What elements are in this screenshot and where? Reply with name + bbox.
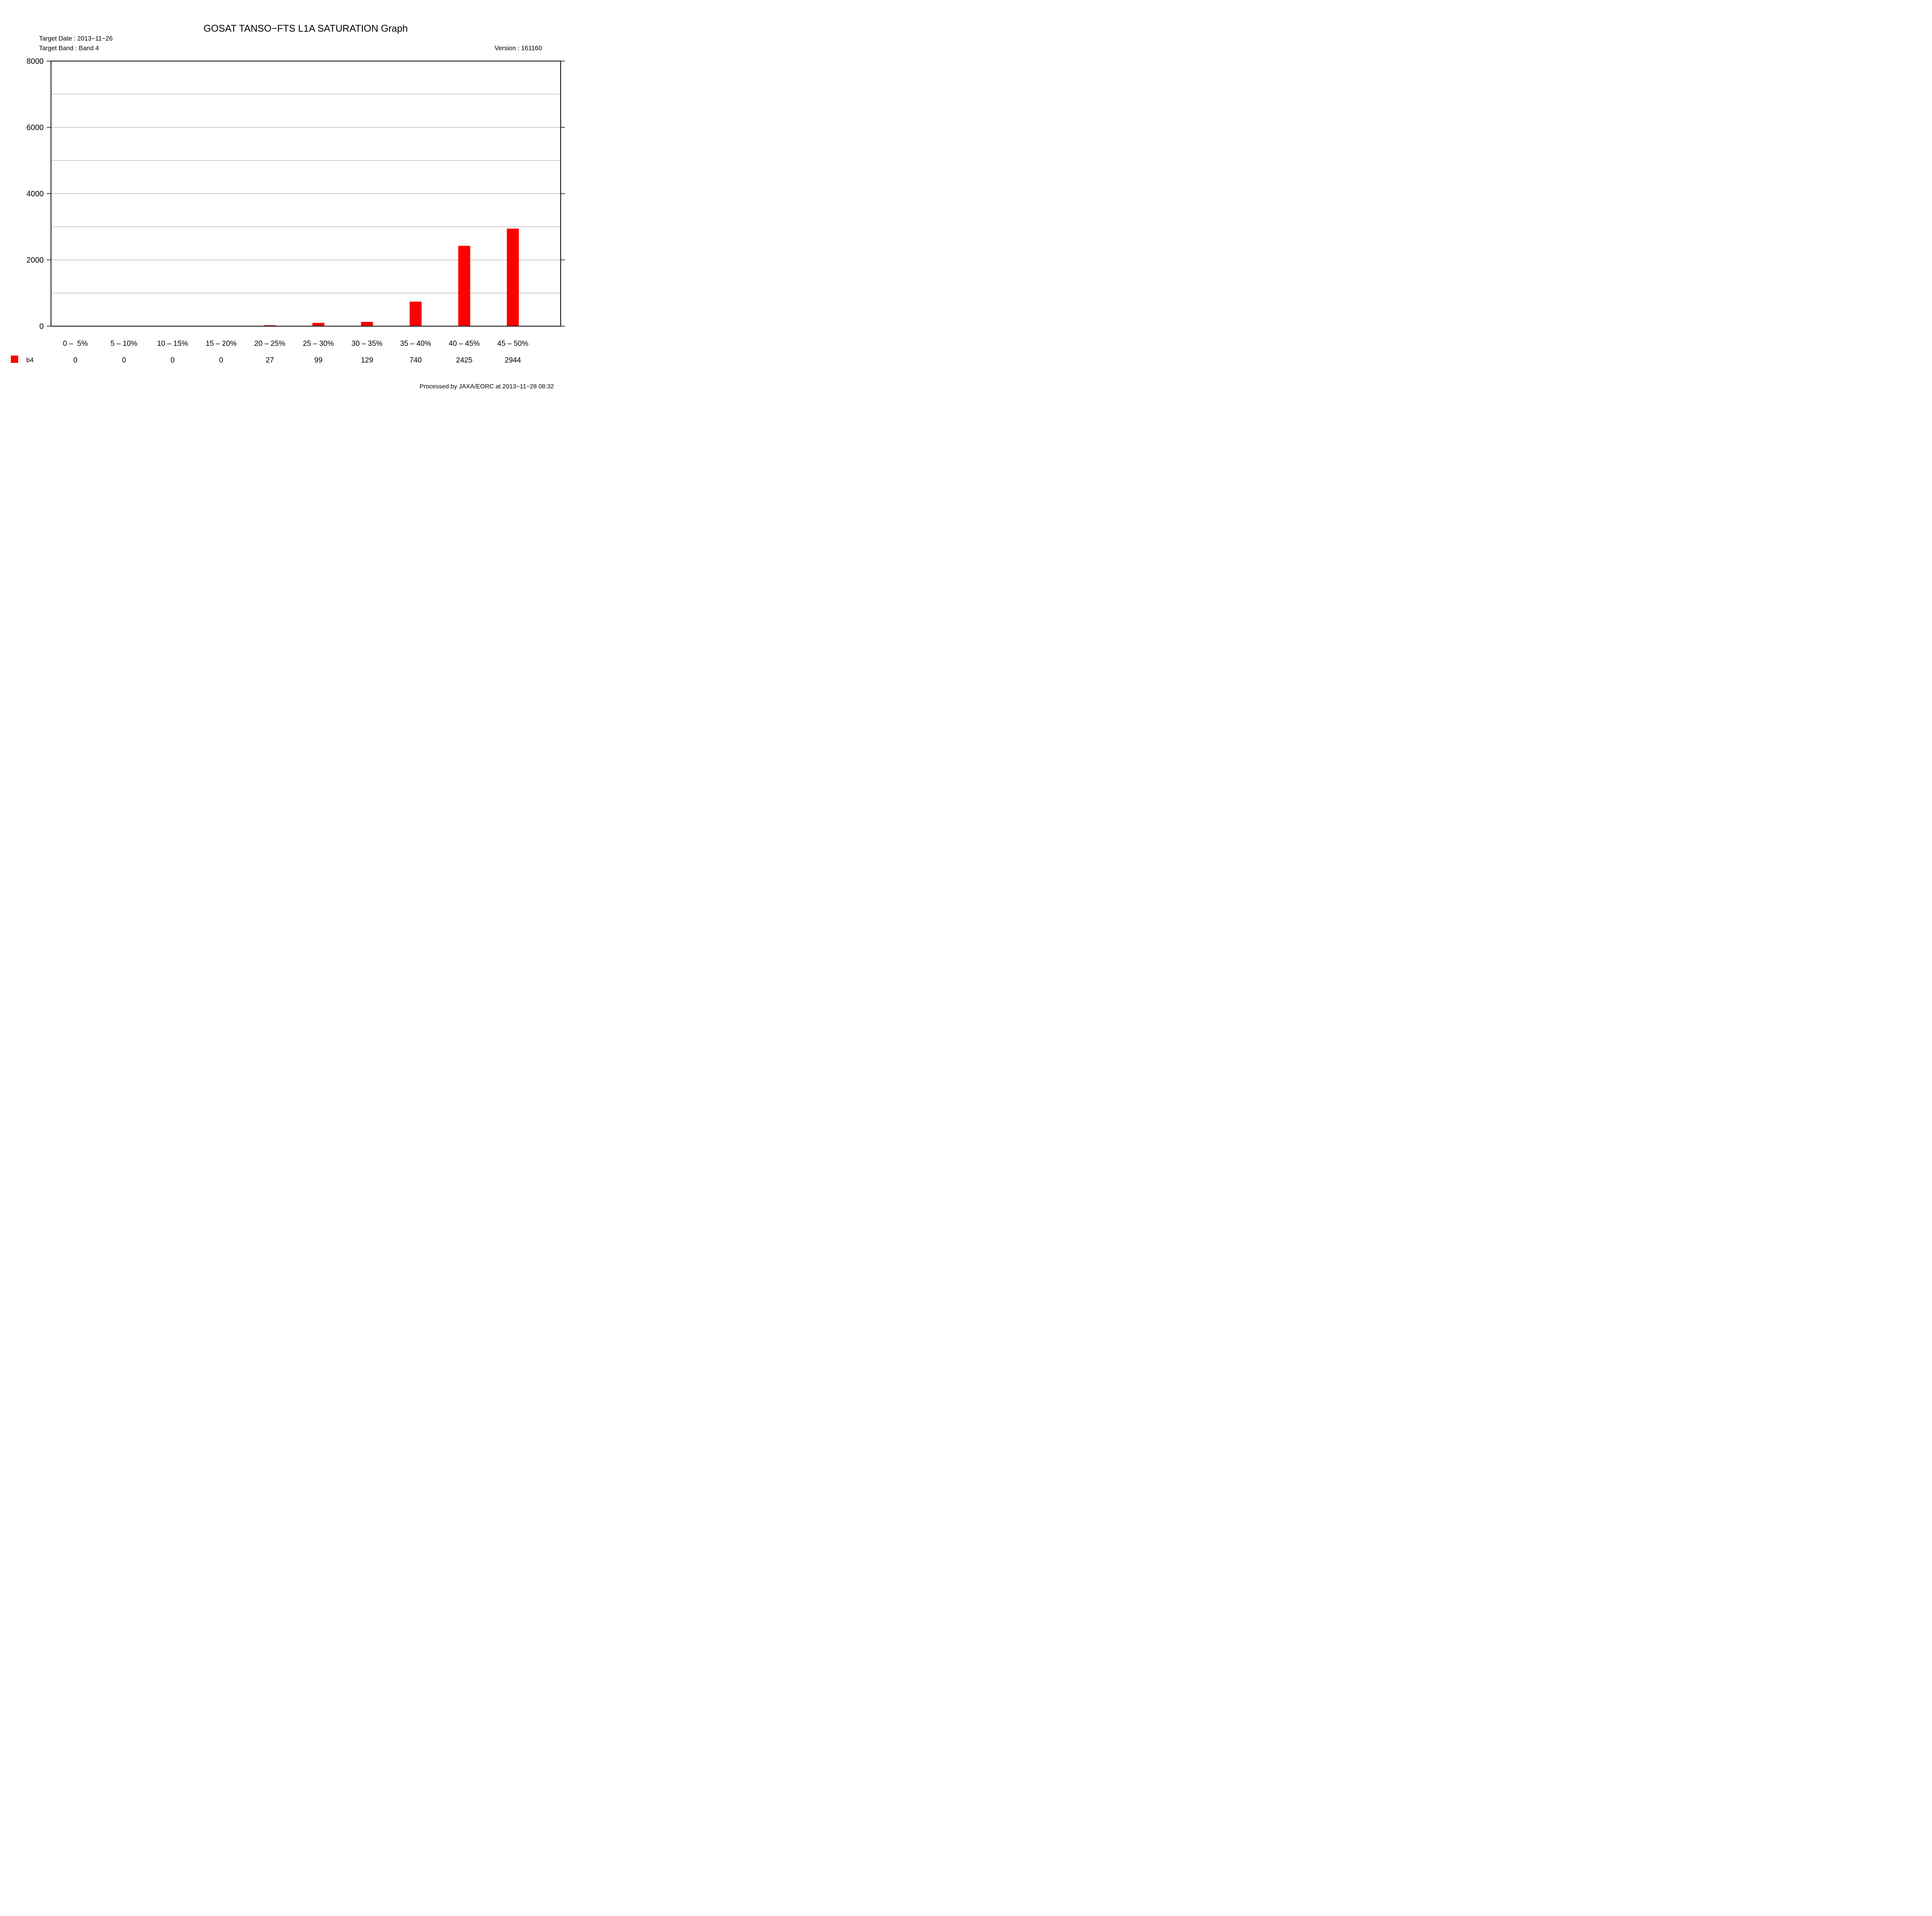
data-value-label: 129	[361, 356, 373, 364]
x-tick-label: 20 – 25%	[254, 340, 285, 348]
x-tick-label: 25 – 30%	[303, 340, 334, 348]
bar-chart: 0 2000 4000 6000 8000 0 – 5% 5 – 10% 10 – 15% 15…	[11, 57, 565, 364]
x-tick-label: 5 – 10%	[111, 340, 138, 348]
bar	[507, 228, 519, 326]
x-tick-label: 45 – 50%	[497, 340, 528, 348]
data-value-label: 0	[170, 356, 175, 364]
x-tick-label: 15 – 20%	[206, 340, 236, 348]
data-value-label: 2425	[456, 356, 472, 364]
legend-label: b4	[26, 356, 34, 364]
x-tick-label: 10 – 15%	[157, 340, 188, 348]
y-tick-label: 2000	[27, 256, 44, 265]
data-value-label: 0	[122, 356, 126, 364]
data-value-label: 0	[73, 356, 78, 364]
x-tick-label: 0 – 5%	[63, 340, 88, 348]
y-tick-label: 6000	[27, 124, 44, 132]
version-label: Version : 161160	[495, 45, 542, 52]
data-value-label: 740	[410, 356, 422, 364]
target-date: Target Date : 2013−11−26	[39, 35, 113, 42]
y-tick-label: 4000	[27, 190, 44, 198]
processed-note: Processed by JAXA/EORC at 2013−11−28 08:…	[420, 383, 554, 390]
legend-swatch	[11, 356, 18, 363]
y-tick-label: 8000	[27, 57, 44, 66]
data-value-label: 99	[314, 356, 322, 364]
bar	[458, 246, 470, 326]
x-tick-label: 40 – 45%	[449, 340, 480, 348]
bar	[312, 323, 325, 326]
x-tick-label: 30 – 35%	[352, 340, 383, 348]
y-tick-label: 0	[39, 322, 44, 331]
target-band: Target Band : Band 4	[39, 45, 99, 52]
chart-title: GOSAT TANSO−FTS L1A SATURATION Graph	[203, 23, 408, 34]
data-value-label: 2944	[505, 356, 521, 364]
data-value-label: 27	[266, 356, 274, 364]
bar	[410, 301, 422, 326]
bar	[361, 322, 373, 326]
bar	[264, 325, 276, 326]
x-tick-label: 35 – 40%	[400, 340, 431, 348]
data-value-label: 0	[219, 356, 223, 364]
